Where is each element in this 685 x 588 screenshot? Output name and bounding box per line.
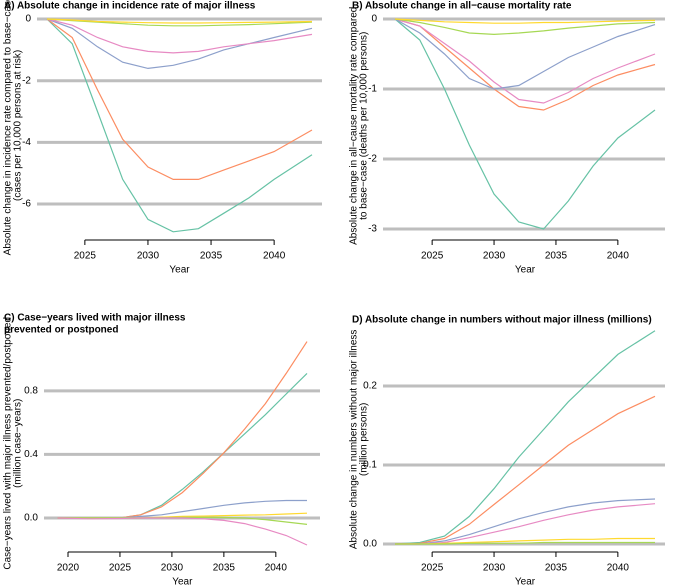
x-tick-label: 2035 [545,251,568,262]
series-line [394,18,656,90]
x-axis-title: Year [169,265,190,276]
y-axis-title: Case−years lived with major illness prev… [3,317,14,570]
y-tick-label: 0.0 [24,513,38,524]
y-axis-title: (million persons) [359,403,370,476]
series-line [394,18,656,230]
series-line [395,503,656,545]
series-line [395,541,655,545]
x-tick-label: 2025 [421,563,444,574]
y-axis-title: (million case−years) [13,399,24,488]
series-line [57,517,308,546]
series-line [394,18,656,104]
x-axis-title: Year [172,577,193,588]
x-tick-label: 2030 [137,251,160,262]
x-tick-label: 2040 [263,251,286,262]
panel-title: B) Absolute change in all−cause mortalit… [352,1,572,12]
panel-title: D) Absolute change in numbers without ma… [352,315,652,326]
series-line [394,18,656,36]
y-tick-label: 0 [25,14,31,25]
y-axis-title: (cases per 10,000 persons at risk) [13,50,24,201]
series-line [57,372,308,519]
x-axis-title: Year [515,265,536,276]
series-line [46,18,313,233]
panel-title: A) Absolute change in incidence rate of … [4,1,256,12]
x-axis-title: Year [515,577,536,588]
y-tick-label: 0.2 [363,381,377,392]
series-line [57,499,307,519]
series-line [395,498,656,545]
y-tick-label: 0.0 [363,539,377,550]
y-tick-label: -1 [368,84,377,95]
y-tick-label: -2 [368,154,377,165]
series-line [46,18,313,70]
y-tick-label: -6 [22,199,31,210]
y-tick-label: 0.4 [24,449,38,460]
x-tick-label: 2030 [161,563,184,574]
series-line [394,18,656,111]
x-tick-label: 2025 [421,251,444,262]
y-axis-title: to base−case (deaths per 10,000 persons) [359,32,370,220]
y-axis-title: Absolute change in numbers without major… [349,330,360,550]
x-tick-label: 2030 [483,563,506,574]
y-tick-label: 0 [371,14,377,25]
series-line [46,18,313,24]
x-tick-label: 2035 [200,251,223,262]
y-axis-title: Absolute change in all−cause mortality r… [349,7,360,245]
y-axis-title: Absolute change in incidence rate compar… [3,0,14,255]
series-line [57,341,308,519]
x-tick-label: 2040 [607,251,630,262]
panel-title: C) Case−years lived with major illness [4,313,186,324]
y-tick-label: -3 [368,224,377,235]
y-tick-label: -2 [22,75,31,86]
series-line [394,330,656,545]
series-line [46,18,313,180]
x-tick-label: 2035 [213,563,236,574]
y-tick-label: 0.1 [363,460,377,471]
series-line [394,18,656,24]
x-tick-label: 2035 [545,563,568,574]
panel-title: prevented or postponed [4,325,118,336]
x-tick-label: 2025 [74,251,97,262]
y-tick-label: -4 [22,137,31,148]
x-tick-label: 2020 [57,563,80,574]
x-tick-label: 2025 [109,563,132,574]
y-tick-label: 0.8 [24,385,38,396]
x-tick-label: 2030 [483,251,506,262]
series-line [46,18,313,54]
x-tick-label: 2040 [265,563,288,574]
x-tick-label: 2040 [607,563,630,574]
series-line [394,395,656,545]
